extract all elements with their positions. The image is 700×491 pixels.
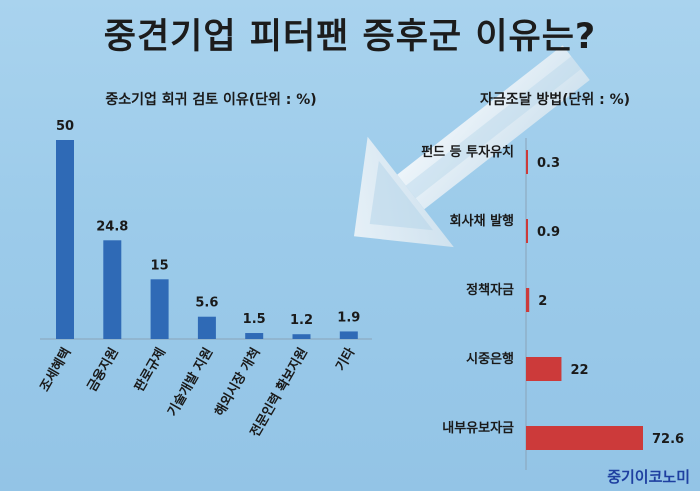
left-bar: [103, 240, 122, 339]
page-title: 중견기업 피터팬 증후군 이유는?: [103, 17, 597, 57]
right-bar: [526, 426, 643, 450]
right-bar: [526, 357, 562, 381]
left-bar: [150, 279, 169, 339]
right-category-label: 회사채 발행: [450, 213, 514, 229]
left-bar-value-label: 15: [151, 258, 169, 273]
left-bar: [197, 316, 216, 339]
right-bar-value-label: 0.9: [537, 225, 560, 240]
right-category-label: 시중은행: [466, 351, 514, 367]
right-category-label: 펀드 등 투자유치: [421, 144, 514, 160]
right-bar: [526, 219, 528, 243]
left-bar-value-label: 1.2: [290, 313, 313, 328]
left-bar: [292, 334, 311, 339]
right-category-label: 내부유보자금: [442, 420, 514, 436]
left-chart-title: 중소기업 회귀 검토 이유(단위 : %): [105, 91, 316, 108]
right-bar-value-label: 0.3: [537, 156, 560, 171]
left-bar: [245, 333, 264, 339]
brand-logo-text: 중기이코노미: [607, 468, 690, 486]
right-chart-title: 자금조달 방법(단위 : %): [480, 91, 630, 108]
right-bar: [526, 288, 530, 312]
right-bar: [526, 150, 528, 174]
right-bar-value-label: 72.6: [652, 432, 684, 447]
right-bar-value-label: 22: [570, 363, 588, 378]
left-bar: [339, 331, 358, 339]
left-bar-value-label: 5.6: [195, 296, 218, 311]
left-bar: [56, 140, 74, 339]
left-bar-value-label: 24.8: [96, 219, 128, 234]
right-bar-value-label: 2: [538, 294, 547, 309]
left-bar-value-label: 1.9: [337, 310, 360, 325]
left-bar-value-label: 1.5: [243, 312, 266, 327]
left-bar-value-label: 50: [56, 119, 74, 134]
right-category-label: 정책자금: [466, 282, 514, 298]
